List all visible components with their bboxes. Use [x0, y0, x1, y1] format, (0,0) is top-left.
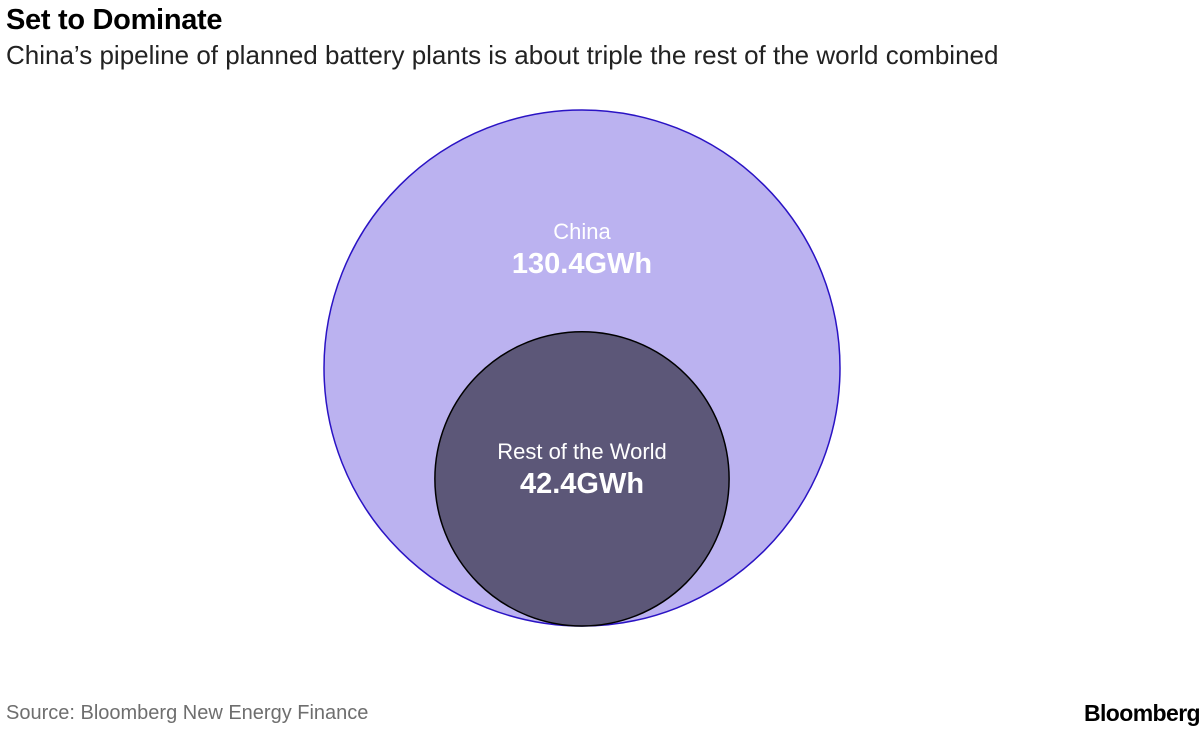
bubble-value-rest-of-the-world: 42.4GWh	[520, 468, 644, 500]
bubbles-group: China 130.4GWh Rest of the World 42.4GWh	[323, 109, 841, 627]
bloomberg-logo: Bloomberg	[1084, 700, 1200, 726]
bubble-label-rest-of-the-world: Rest of the World	[497, 439, 667, 464]
chart-subtitle: China’s pipeline of planned battery plan…	[6, 40, 999, 70]
bubble-rest-of-the-world	[434, 331, 730, 627]
bubble-value-china: 130.4GWh	[512, 248, 652, 280]
chart-title: Set to Dominate	[6, 4, 223, 36]
bubble-label-china: China	[553, 219, 611, 244]
source-note: Source: Bloomberg New Energy Finance	[6, 702, 369, 724]
